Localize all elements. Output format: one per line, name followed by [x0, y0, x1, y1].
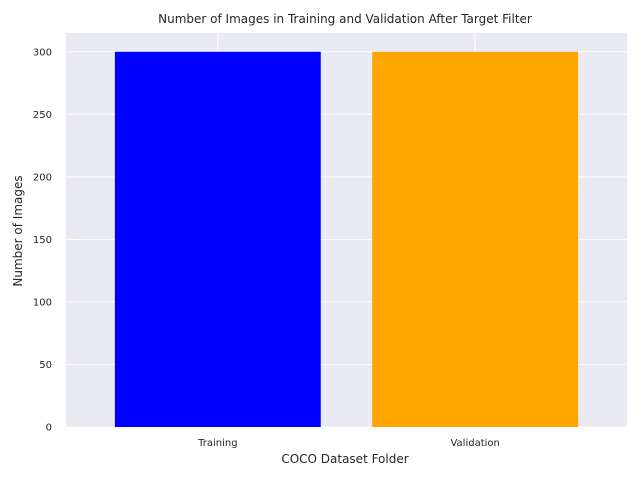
y-tick-label: 250 — [33, 110, 52, 121]
y-axis-label: Number of Images — [11, 175, 25, 286]
x-tick-label: Training — [197, 438, 237, 449]
y-tick-label: 200 — [33, 172, 52, 183]
y-tick-label: 50 — [39, 360, 52, 371]
y-tick-label: 150 — [33, 235, 52, 246]
x-tick-labels: Training Validation — [197, 438, 500, 449]
bar-validation — [372, 51, 579, 428]
bar-training — [114, 51, 321, 428]
chart-title: Number of Images in Training and Validat… — [158, 12, 532, 26]
x-tick-label: Validation — [450, 438, 499, 449]
y-tick-labels: 0 50 100 150 200 250 300 — [33, 47, 52, 433]
x-axis-label: COCO Dataset Folder — [281, 452, 408, 466]
y-tick-label: 300 — [33, 47, 52, 58]
bars — [114, 51, 579, 428]
y-tick-label: 0 — [46, 423, 52, 434]
y-tick-label: 100 — [33, 297, 52, 308]
